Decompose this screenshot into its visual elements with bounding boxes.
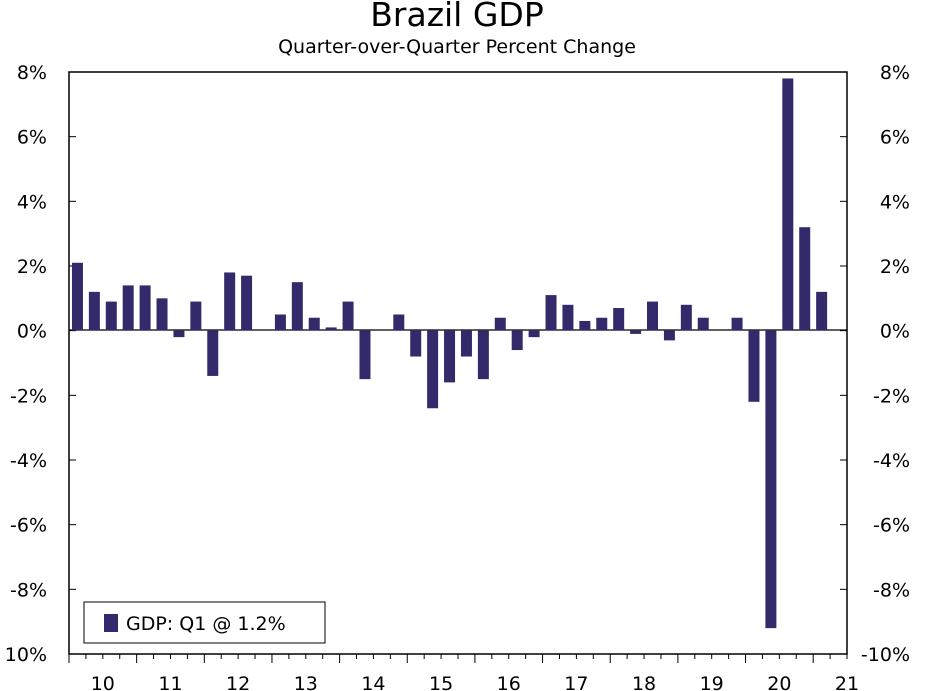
x-tick-label: 14 — [361, 673, 385, 691]
gdp-bar — [663, 330, 675, 341]
y-tick-label-left: 4% — [17, 191, 47, 213]
y-tick-label-right: 4% — [880, 191, 910, 213]
x-tick-label: 16 — [497, 673, 521, 691]
y-tick-label-left: 2% — [17, 256, 47, 278]
y-tick-label-right: 8% — [880, 62, 910, 84]
gdp-bar — [190, 301, 202, 331]
gdp-bar — [748, 330, 760, 402]
gdp-bar — [697, 317, 709, 331]
gdp-bar — [156, 298, 168, 331]
y-tick-label-left: -8% — [10, 579, 47, 601]
chart-title: Brazil GDP — [370, 0, 543, 34]
gdp-bar — [105, 301, 117, 331]
gdp-bar — [545, 295, 557, 331]
legend-box — [83, 601, 326, 644]
gdp-bar — [630, 330, 642, 334]
y-tick-label-right: -4% — [873, 450, 910, 472]
gdp-bar — [613, 308, 625, 331]
y-tick-label-right: 0% — [880, 321, 910, 343]
x-tick-label: 12 — [226, 673, 250, 691]
gdp-bar — [562, 304, 574, 331]
y-tick-label-left: -2% — [10, 385, 47, 407]
x-tick-label: 15 — [429, 673, 453, 691]
x-tick-label: 17 — [564, 673, 588, 691]
gdp-bar — [393, 314, 405, 331]
gdp-bar — [680, 304, 692, 331]
y-tick-label-right: -2% — [873, 385, 910, 407]
bar-series — [71, 78, 828, 629]
chart-subtitle: Quarter-over-Quarter Percent Change — [278, 36, 636, 58]
y-tick-label-right: -8% — [873, 579, 910, 601]
gdp-bar — [71, 262, 83, 331]
gdp-bar — [494, 317, 506, 331]
y-tick-label-right: -6% — [873, 515, 910, 537]
gdp-bar — [359, 330, 371, 380]
gdp-bar — [444, 330, 456, 383]
x-tick-label: 19 — [700, 673, 724, 691]
gdp-bar — [139, 285, 151, 331]
gdp-bar — [816, 291, 828, 331]
x-tick-label: 10 — [91, 673, 115, 691]
gdp-bar — [342, 301, 354, 331]
x-tick-label: 21 — [835, 673, 859, 691]
gdp-bar — [647, 301, 658, 331]
y-axis: 8% 8% 6% 6% 4% 4% 2% 2% 0% 0% -2% -2% -4% -4% -6% -6% -8… — [5, 62, 910, 666]
y-tick-label-left: -6% — [10, 515, 47, 537]
gdp-bar — [782, 78, 794, 331]
gdp-bar — [427, 330, 439, 409]
y-tick-label-right: 2% — [880, 256, 910, 278]
gdp-bar — [88, 291, 100, 331]
gdp-bar — [224, 272, 236, 331]
x-tick-label: 18 — [632, 673, 656, 691]
legend: GDP: Q1 @ 1.2% — [83, 601, 326, 644]
gdp-bar — [122, 285, 134, 331]
legend-swatch — [104, 614, 118, 632]
x-axis: 10 11 12 13 14 15 16 17 18 19 20 21 — [68, 654, 859, 691]
y-tick-label-left: 6% — [17, 127, 47, 149]
gdp-bar — [579, 320, 591, 331]
y-tick-label-right: 6% — [880, 127, 910, 149]
gdp-bar — [765, 330, 777, 629]
gdp-bar — [460, 330, 472, 357]
y-tick-label-left: 0% — [17, 321, 47, 343]
y-tick-label-left: 8% — [17, 62, 47, 84]
gdp-bar — [308, 317, 320, 331]
x-tick-label: 11 — [158, 673, 182, 691]
gdp-bar — [173, 330, 185, 338]
y-tick-label-left: 10% — [5, 644, 47, 666]
x-tick-label: 13 — [294, 673, 318, 691]
gdp-bar — [325, 327, 337, 331]
gdp-bar — [291, 282, 303, 331]
plot-frame — [68, 71, 848, 655]
gdp-bar — [596, 317, 608, 331]
gdp-bar — [410, 330, 422, 357]
gdp-bar — [511, 330, 523, 351]
gdp-bar — [274, 314, 286, 331]
gdp-bar — [799, 227, 811, 331]
y-tick-label-left: -4% — [10, 450, 47, 472]
gdp-bar — [477, 330, 489, 380]
gdp-bar — [207, 330, 219, 376]
gdp-bar — [528, 330, 540, 338]
x-tick-label: 20 — [767, 673, 791, 691]
y-tick-label-right: -10% — [861, 644, 910, 666]
legend-label: GDP: Q1 @ 1.2% — [126, 613, 286, 635]
gdp-bar — [731, 317, 743, 331]
gdp-bar — [241, 275, 253, 331]
